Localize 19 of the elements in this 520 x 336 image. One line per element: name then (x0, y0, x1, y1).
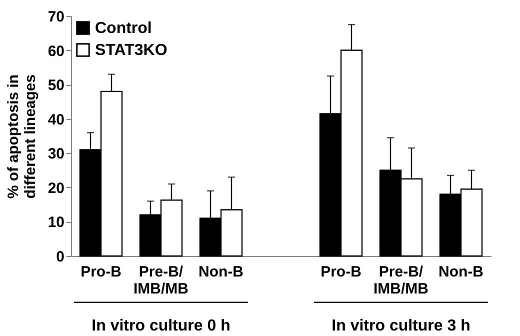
x-tick-label: Pre-B/ IMB/MB (374, 264, 429, 298)
y-tick-label: 10 (48, 214, 64, 232)
x-tick-label: Non-B (198, 264, 244, 280)
text: In vitro culture 3 h (332, 317, 470, 334)
x-tick-label: Pro-B (320, 264, 362, 280)
x-tick-label: Pre-B/ IMB/MB (134, 264, 189, 298)
x-tick-label: Pro-B (80, 264, 122, 280)
y-axis-title: % of apoptosis in different lineages (4, 74, 39, 199)
x-tick-label: Non-B (438, 264, 484, 280)
y-tick-label: 60 (48, 42, 64, 60)
y-tick-label: 30 (48, 146, 64, 163)
y-tick-label: 50 (48, 77, 64, 94)
y-tick-label: 20 (48, 180, 64, 197)
y-tick-label: 0 (56, 248, 64, 266)
y-tick-label: 40 (48, 111, 64, 128)
legend-label: Control (95, 20, 152, 37)
text: In vitro culture 0 h (92, 317, 230, 334)
legend-label: STAT3KO (95, 42, 168, 59)
y-tick-label: 70 (48, 8, 64, 26)
